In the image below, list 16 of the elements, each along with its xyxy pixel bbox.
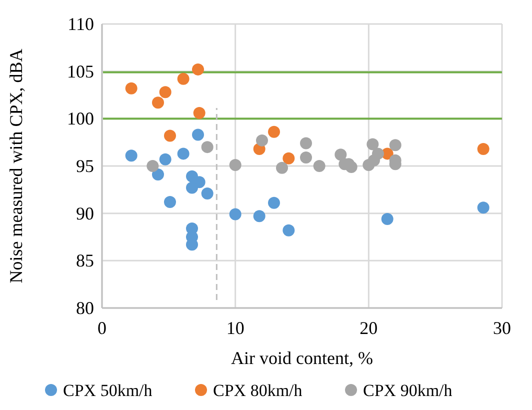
y-tick-label: 110 xyxy=(68,14,94,34)
y-axis-title: Noise measured with CPX, dBA xyxy=(6,48,26,284)
y-tick-label: 100 xyxy=(67,108,94,129)
x-tick-label: 0 xyxy=(98,318,106,338)
legend-label: CPX 80km/h xyxy=(213,381,303,400)
x-tick-label: 20 xyxy=(360,318,378,338)
y-tick-label: 95 xyxy=(76,156,94,176)
y-tick-label: 85 xyxy=(76,250,94,271)
legend-label: CPX 90km/h xyxy=(363,381,453,400)
x-axis-title: Air void content, % xyxy=(231,348,373,368)
x-tick-label: 10 xyxy=(226,318,244,338)
x-tick-label: 30 xyxy=(493,318,511,338)
y-tick-label: 80 xyxy=(76,298,94,318)
y-tick-label: 90 xyxy=(76,203,94,224)
legend-label: CPX 50km/h xyxy=(63,381,153,400)
y-tick-label: 105 xyxy=(67,61,94,82)
